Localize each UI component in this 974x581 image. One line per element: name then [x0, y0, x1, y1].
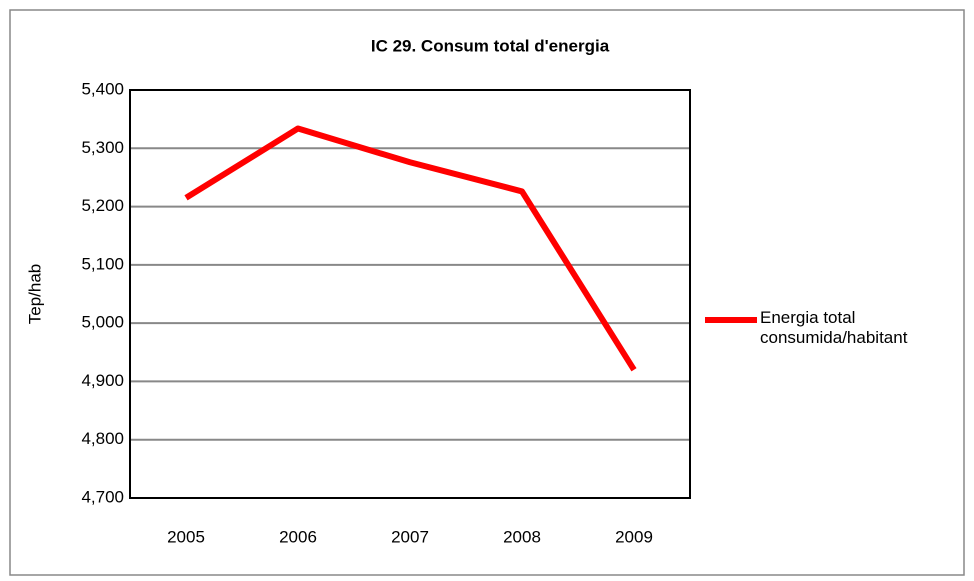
y-tick-label: 5,200	[81, 196, 124, 215]
x-tick-label: 2009	[615, 527, 653, 546]
y-tick-label: 5,400	[81, 79, 124, 98]
data-line	[184, 125, 637, 372]
legend-label: Energia total consumida/habitant	[760, 308, 908, 347]
y-tick-label: 4,800	[81, 429, 124, 448]
chart-border	[9, 9, 965, 576]
x-tick-label: 2005	[167, 527, 205, 546]
y-tick-label: 5,100	[81, 254, 124, 273]
x-tick-label: 2007	[391, 527, 429, 546]
y-axis-label: Tep/hab	[25, 264, 44, 325]
x-tick-label: 2008	[503, 527, 541, 546]
chart-title: IC 29. Consum total d'energia	[371, 36, 610, 55]
plot-border	[129, 89, 691, 499]
y-tick-label: 4,900	[81, 371, 124, 390]
y-tick-label: 4,700	[81, 487, 124, 506]
y-tick-label: 5,000	[81, 313, 124, 332]
y-tick-label: 5,300	[81, 138, 124, 157]
x-tick-label: 2006	[279, 527, 317, 546]
